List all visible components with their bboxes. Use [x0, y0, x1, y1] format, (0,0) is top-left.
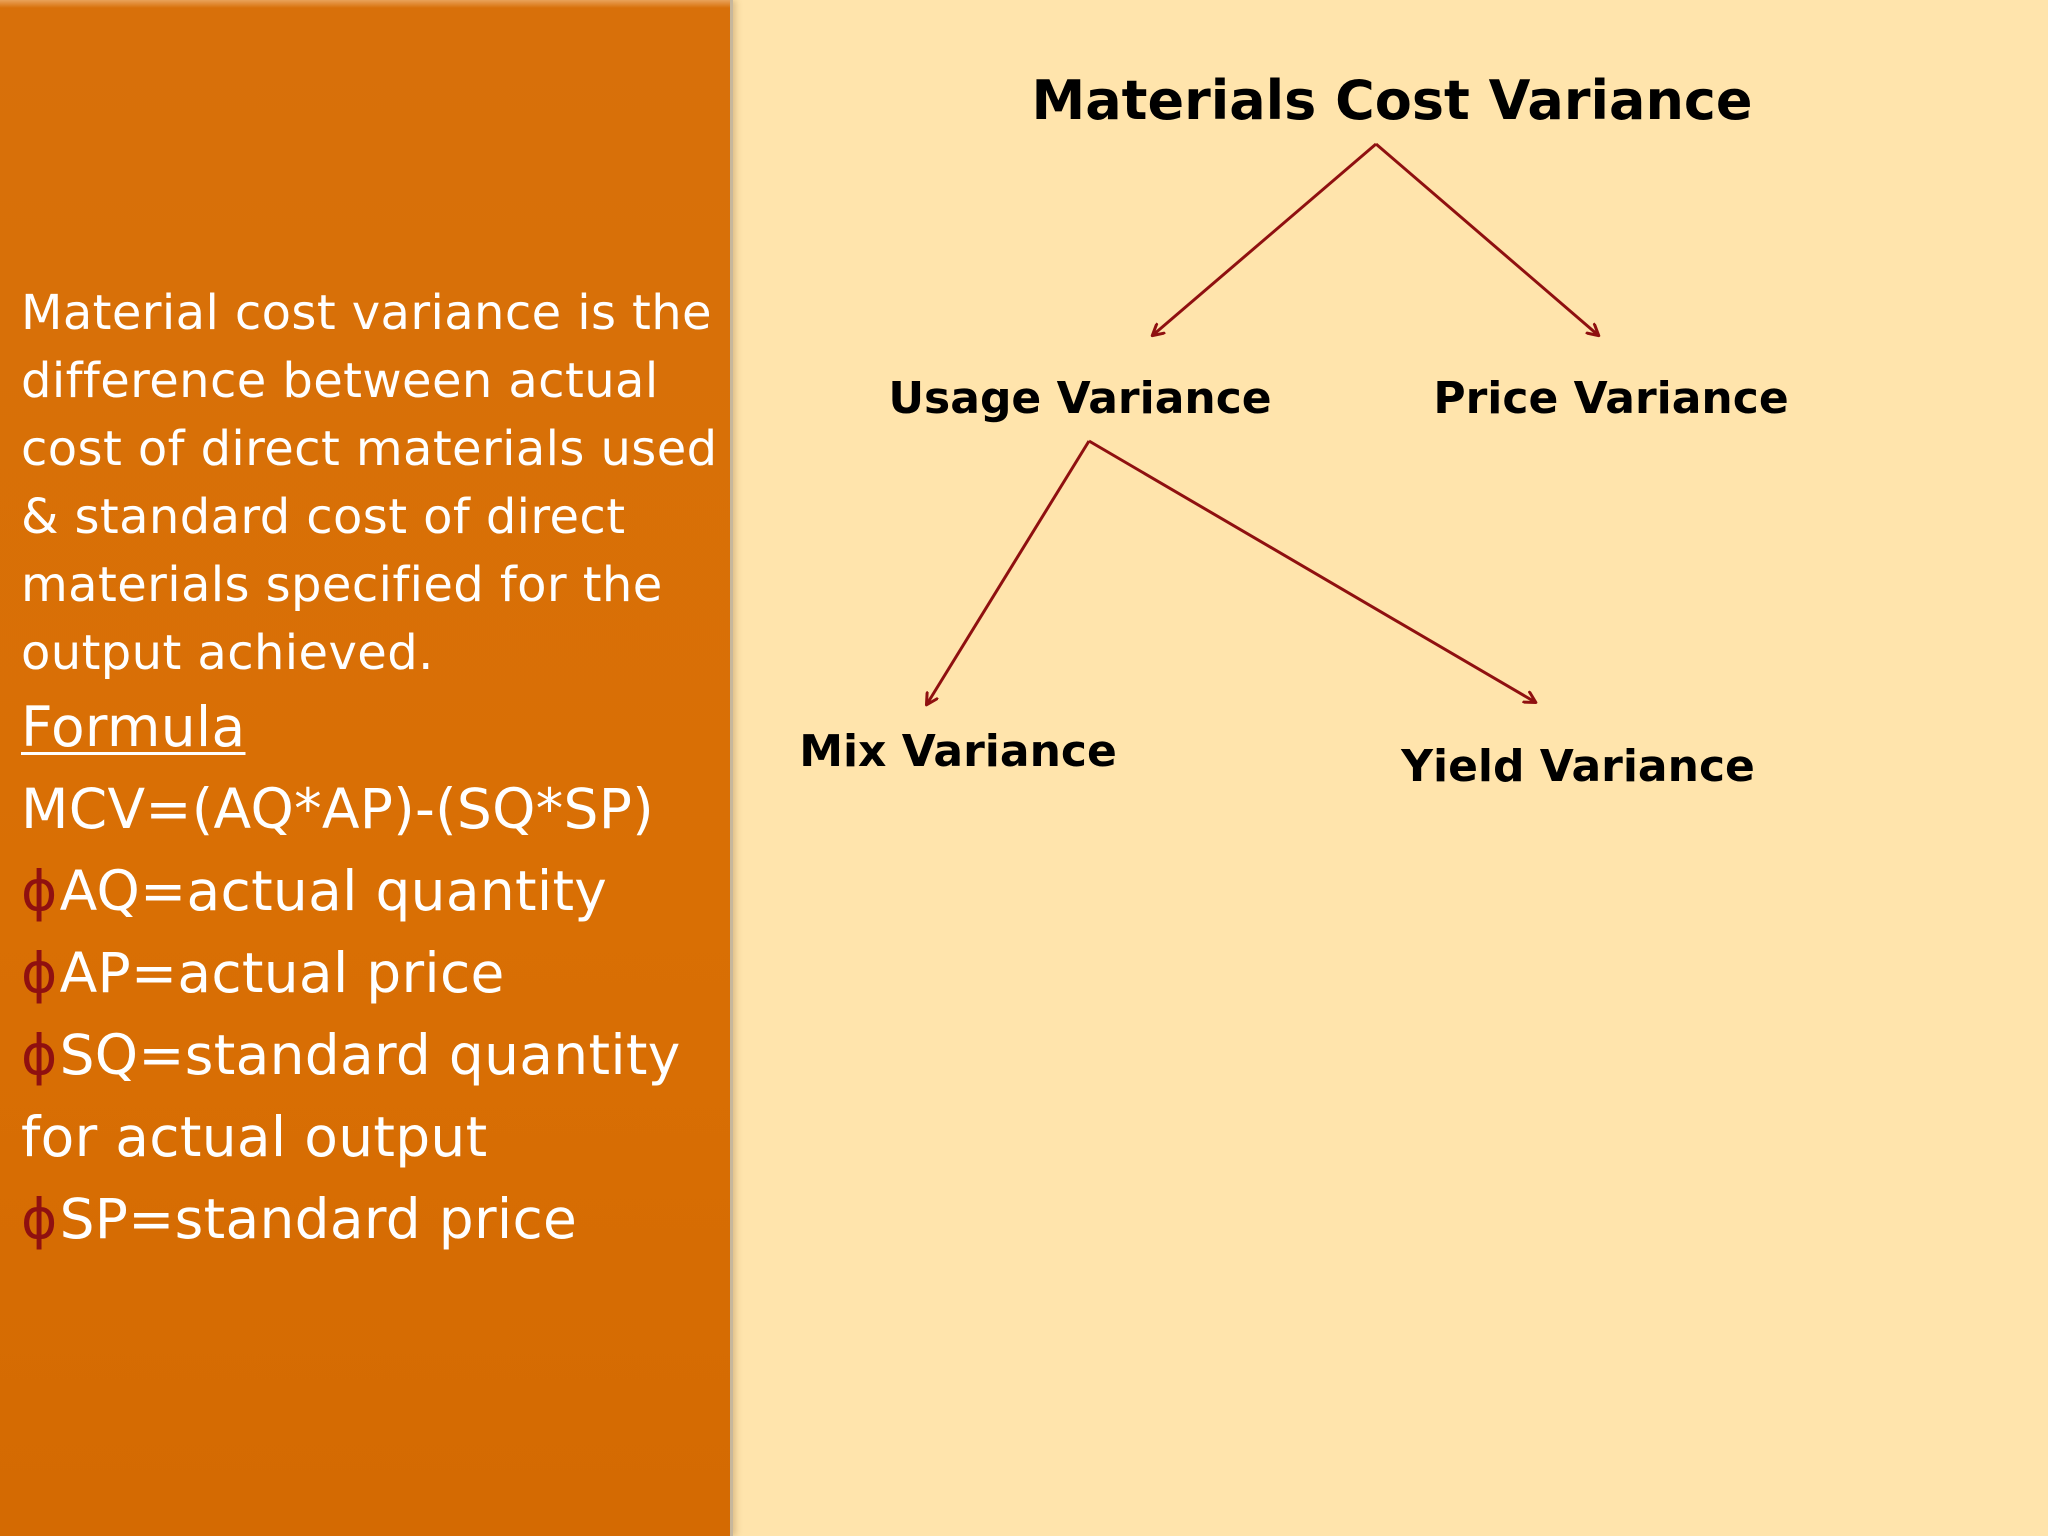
formula-item-ap: ϕAP=actual price — [21, 932, 726, 1014]
phi-bullet-icon: ϕ — [21, 859, 58, 923]
arrow-usage-to-yield — [1088, 439, 1535, 702]
phi-bullet-icon: ϕ — [21, 1187, 58, 1251]
formula-item-sp: ϕSP=standard price — [21, 1178, 726, 1260]
arrow-root-to-usage — [1153, 142, 1377, 335]
node-yield-variance: Yield Variance — [1400, 741, 1755, 792]
definition-text: Material cost variance is the difference… — [21, 285, 718, 681]
node-usage-variance: Usage Variance — [888, 373, 1271, 424]
formula-item-text: AQ=actual quantity — [59, 859, 608, 923]
formula-item-text: AP=actual price — [59, 941, 505, 1005]
node-materials-cost-variance: Materials Cost Variance — [1031, 69, 1752, 132]
formula-item-text: SQ=standard quantity for actual output — [21, 1023, 681, 1169]
formula-item-aq: ϕAQ=actual quantity — [21, 850, 726, 932]
formula-item-text: SP=standard price — [59, 1187, 578, 1251]
formula-expression: MCV=(AQ*AP)-(SQ*SP) — [21, 777, 654, 841]
node-mix-variance: Mix Variance — [799, 726, 1117, 777]
phi-bullet-icon: ϕ — [21, 941, 58, 1005]
phi-bullet-icon: ϕ — [21, 1023, 58, 1087]
arrow-root-to-price — [1375, 142, 1598, 335]
definition-panel: Material cost variance is the difference… — [0, 0, 733, 1536]
formula-heading: Formula — [21, 686, 726, 768]
node-price-variance: Price Variance — [1433, 373, 1788, 424]
formula-heading-text: Formula — [21, 695, 246, 759]
formula-item-sq: ϕSQ=standard quantity for actual output — [21, 1014, 726, 1178]
formula-list: Formula MCV=(AQ*AP)-(SQ*SP) ϕAQ=actual q… — [21, 686, 726, 1260]
arrow-usage-to-mix — [927, 440, 1091, 704]
